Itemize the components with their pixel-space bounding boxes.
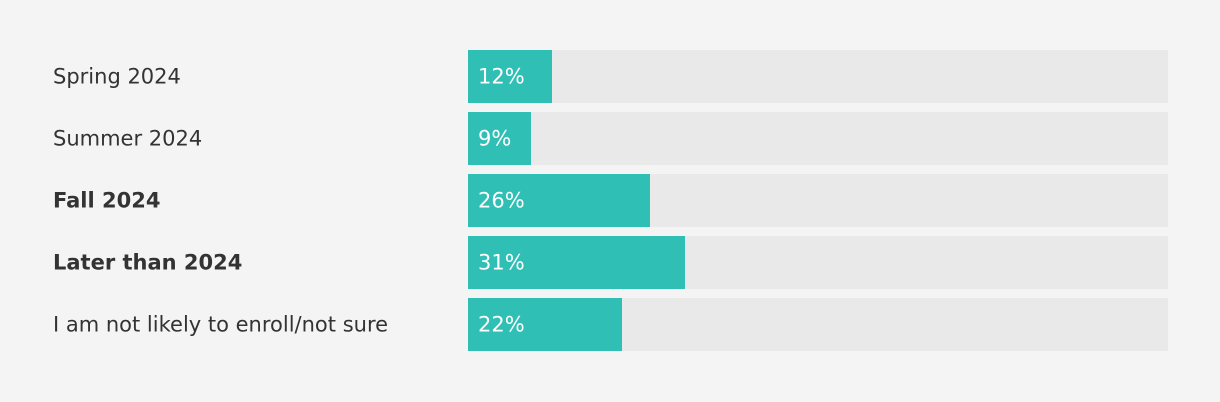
category-label: Later than 2024 xyxy=(53,251,242,275)
bar-track xyxy=(468,112,1168,165)
category-label: I am not likely to enroll/not sure xyxy=(53,313,388,337)
value-label: 22% xyxy=(478,313,525,337)
category-label: Spring 2024 xyxy=(53,65,181,89)
bar-track xyxy=(468,50,1168,103)
value-label: 31% xyxy=(478,251,525,275)
bar xyxy=(468,112,531,165)
value-label: 9% xyxy=(478,127,511,151)
category-label: Fall 2024 xyxy=(53,189,160,213)
bar xyxy=(468,298,622,351)
bar xyxy=(468,174,650,227)
category-label: Summer 2024 xyxy=(53,127,202,151)
value-label: 12% xyxy=(478,65,525,89)
value-label: 26% xyxy=(478,189,525,213)
bar xyxy=(468,50,552,103)
bar xyxy=(468,236,685,289)
